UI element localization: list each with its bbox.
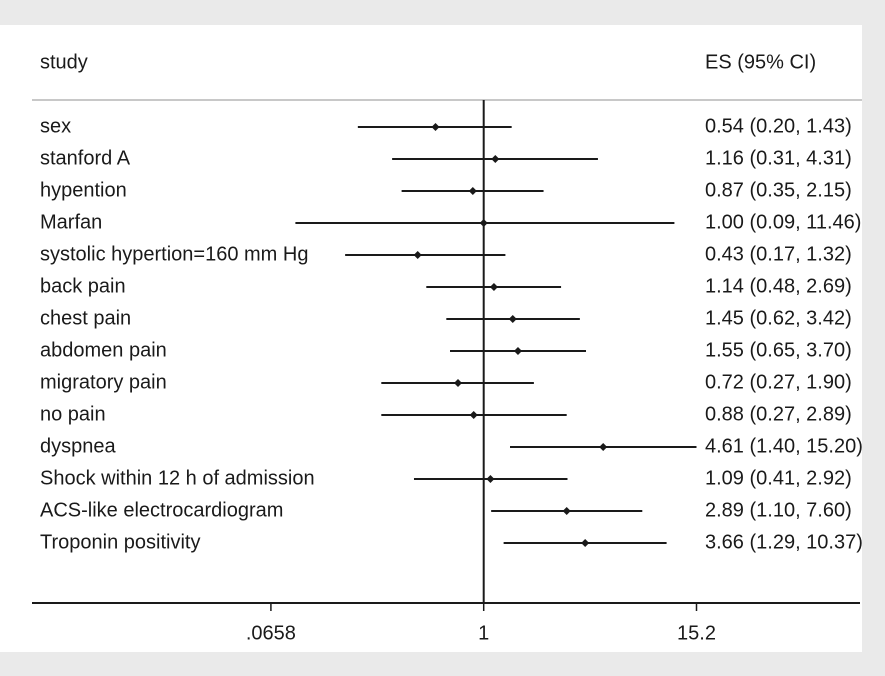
point-estimate (454, 379, 463, 387)
study-label: hypention (40, 179, 127, 201)
effect-size-label: 1.00 (0.09, 11.46) (705, 211, 861, 233)
study-label: stanford A (40, 147, 131, 169)
point-estimate (508, 315, 517, 323)
x-tick-label: 15.2 (677, 622, 716, 644)
study-label: ACS-like electrocardiogram (40, 499, 283, 521)
point-estimate (469, 411, 478, 419)
study-label: systolic hypertion=160 mm Hg (40, 243, 308, 265)
point-estimate (562, 507, 571, 515)
effect-size-label: 0.88 (0.27, 2.89) (705, 403, 852, 425)
effect-size-label: 1.14 (0.48, 2.69) (705, 275, 852, 297)
x-tick-label: .0658 (246, 622, 296, 644)
point-estimate (581, 539, 590, 547)
effect-size-label: 1.16 (0.31, 4.31) (705, 147, 852, 169)
study-label: Shock within 12 h of admission (40, 467, 315, 489)
study-label: back pain (40, 275, 126, 297)
study-label: Marfan (40, 211, 102, 233)
effect-size-label: 3.66 (1.29, 10.37) (705, 531, 863, 553)
effect-size-label: 1.45 (0.62, 3.42) (705, 307, 852, 329)
point-estimate (468, 187, 477, 195)
effect-size-label: 0.43 (0.17, 1.32) (705, 243, 852, 265)
effect-size-label: 2.89 (1.10, 7.60) (705, 499, 852, 521)
point-estimate (486, 475, 495, 483)
effect-size-label: 0.72 (0.27, 1.90) (705, 371, 852, 393)
study-label: abdomen pain (40, 339, 167, 361)
study-label: dyspnea (40, 435, 116, 457)
point-estimate (513, 347, 522, 355)
column-header: study (40, 51, 88, 73)
study-label: chest pain (40, 307, 131, 329)
effect-size-label: 0.54 (0.20, 1.43) (705, 115, 852, 137)
point-estimate (431, 123, 440, 131)
study-label: migratory pain (40, 371, 167, 393)
study-label: no pain (40, 403, 106, 425)
study-label: Troponin positivity (40, 531, 200, 553)
point-estimate (491, 155, 500, 163)
point-estimate (413, 251, 422, 259)
plot-background (0, 25, 862, 652)
x-tick-label: 1 (478, 622, 489, 644)
effect-size-label: 1.55 (0.65, 3.70) (705, 339, 852, 361)
effect-size-label: 0.87 (0.35, 2.15) (705, 179, 852, 201)
effect-size-label: 4.61 (1.40, 15.20) (705, 435, 863, 457)
point-estimate (479, 219, 488, 227)
effect-size-label: 1.09 (0.41, 2.92) (705, 467, 852, 489)
point-estimate (489, 283, 498, 291)
point-estimate (599, 443, 608, 451)
study-label: sex (40, 115, 71, 137)
column-header: ES (95% CI) (705, 51, 816, 73)
